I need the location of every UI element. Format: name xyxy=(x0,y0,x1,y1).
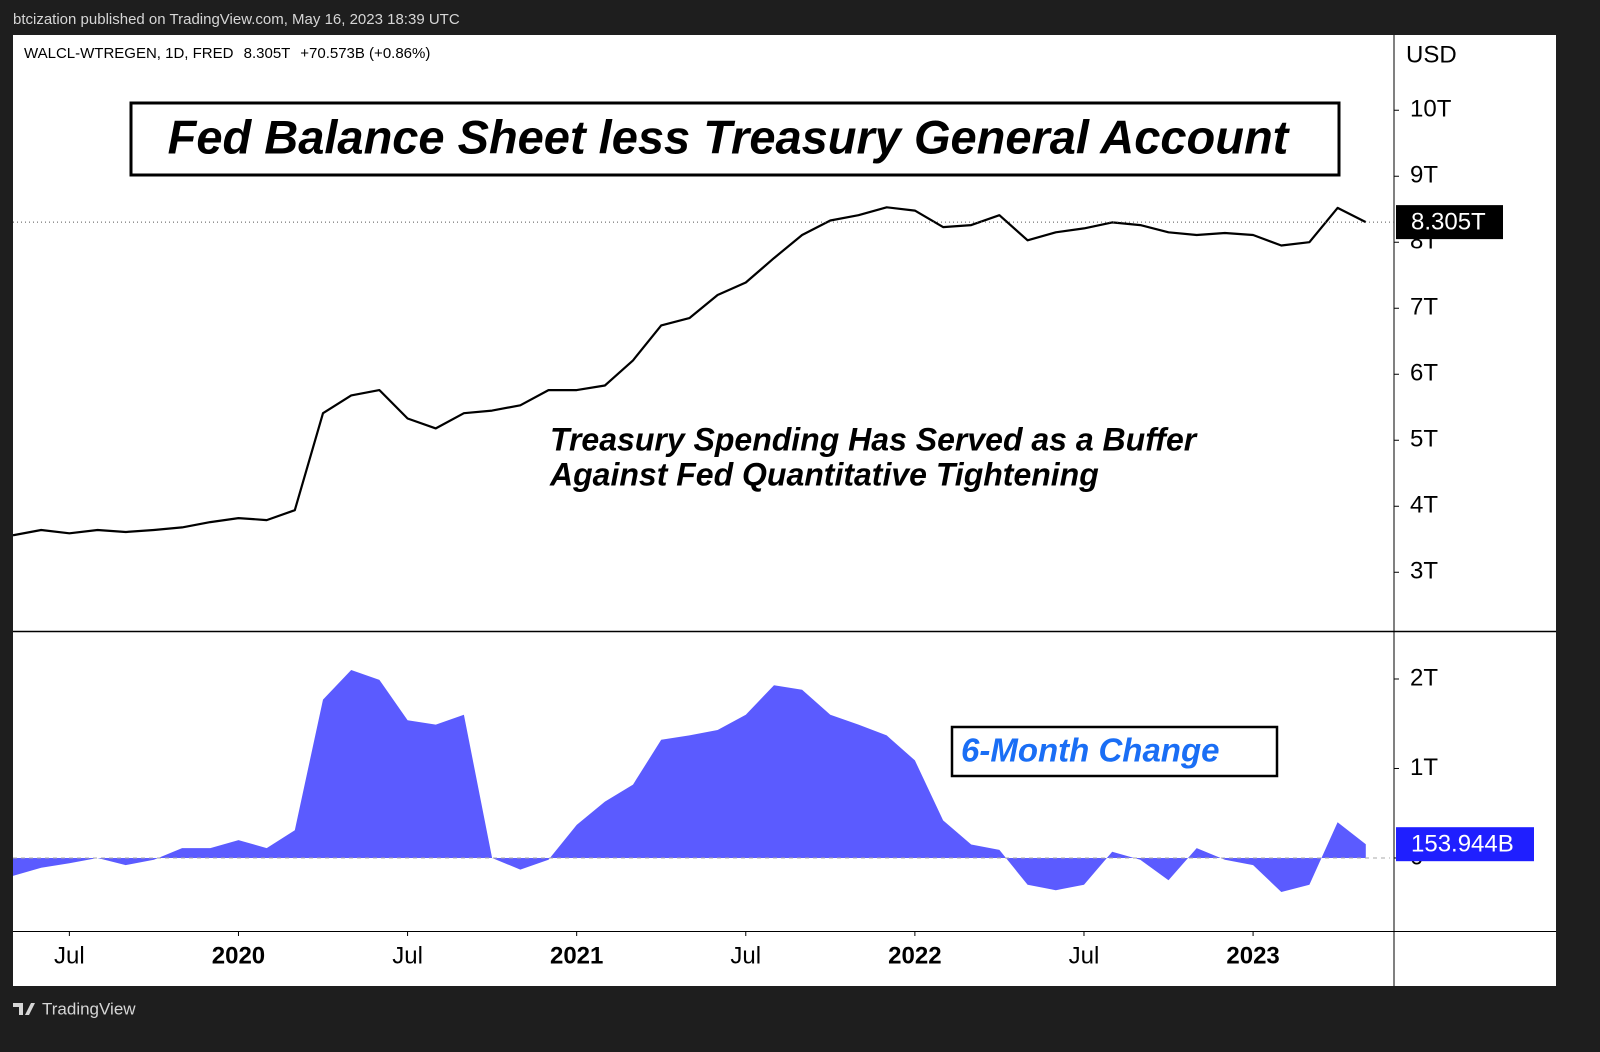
legend-last: 8.305T xyxy=(244,45,291,62)
last-value-badge xyxy=(1396,205,1503,240)
logo-icon xyxy=(13,1003,35,1015)
footer-brand: TradingView xyxy=(42,999,136,1018)
publish-header: btcization published on TradingView.com,… xyxy=(13,11,460,28)
y-tick-label: 10T xyxy=(1410,96,1452,123)
y-tick-label: 4T xyxy=(1410,492,1438,519)
indicator-title-box xyxy=(950,725,1279,778)
last-value-label: 8.305T xyxy=(1411,208,1486,235)
y-tick-label: 3T xyxy=(1410,558,1438,585)
y-tick-label: 5T xyxy=(1410,426,1438,453)
x-tick-label: Jul xyxy=(392,942,423,969)
x-tick-label: Jul xyxy=(730,942,761,969)
y-tick-label: 6T xyxy=(1410,360,1438,387)
y-tick-label: 1T xyxy=(1410,754,1438,781)
series-area xyxy=(13,670,1366,892)
last-value-label: 153.944B xyxy=(1411,831,1514,858)
legend-symbol: WALCL-WTREGEN, 1D, FRED xyxy=(24,45,234,62)
plot-area xyxy=(13,670,1366,892)
x-tick-label: Jul xyxy=(1069,942,1100,969)
legend-change: +70.573B (+0.86%) xyxy=(300,45,430,62)
x-tick-label: 2021 xyxy=(550,942,603,969)
series-line xyxy=(13,206,1367,537)
y-tick-label: 2T xyxy=(1410,664,1438,691)
currency-unit: USD xyxy=(1406,41,1457,68)
y-tick-label: 7T xyxy=(1410,294,1438,321)
y-tick-label: 9T xyxy=(1410,162,1438,189)
last-value-badge xyxy=(1396,827,1534,862)
x-tick-label: Jul xyxy=(54,942,85,969)
x-tick-label: 2023 xyxy=(1226,942,1279,969)
x-tick-label: 2020 xyxy=(212,942,265,969)
chart-title: Fed Balance Sheet less Treasury General … xyxy=(168,110,1291,163)
annotation: Against Fed Quantitative Tightening xyxy=(549,456,1099,492)
x-tick-label: 2022 xyxy=(888,942,941,969)
footer-bar xyxy=(0,986,1600,1052)
title-box xyxy=(129,101,1341,177)
indicator-title: 6-Month Change xyxy=(961,732,1219,769)
plot-area xyxy=(13,206,1367,537)
legend: WALCL-WTREGEN, 1D, FRED 8.305T +70.573B … xyxy=(24,45,430,62)
annotation: Treasury Spending Has Served as a Buffer xyxy=(550,421,1198,457)
